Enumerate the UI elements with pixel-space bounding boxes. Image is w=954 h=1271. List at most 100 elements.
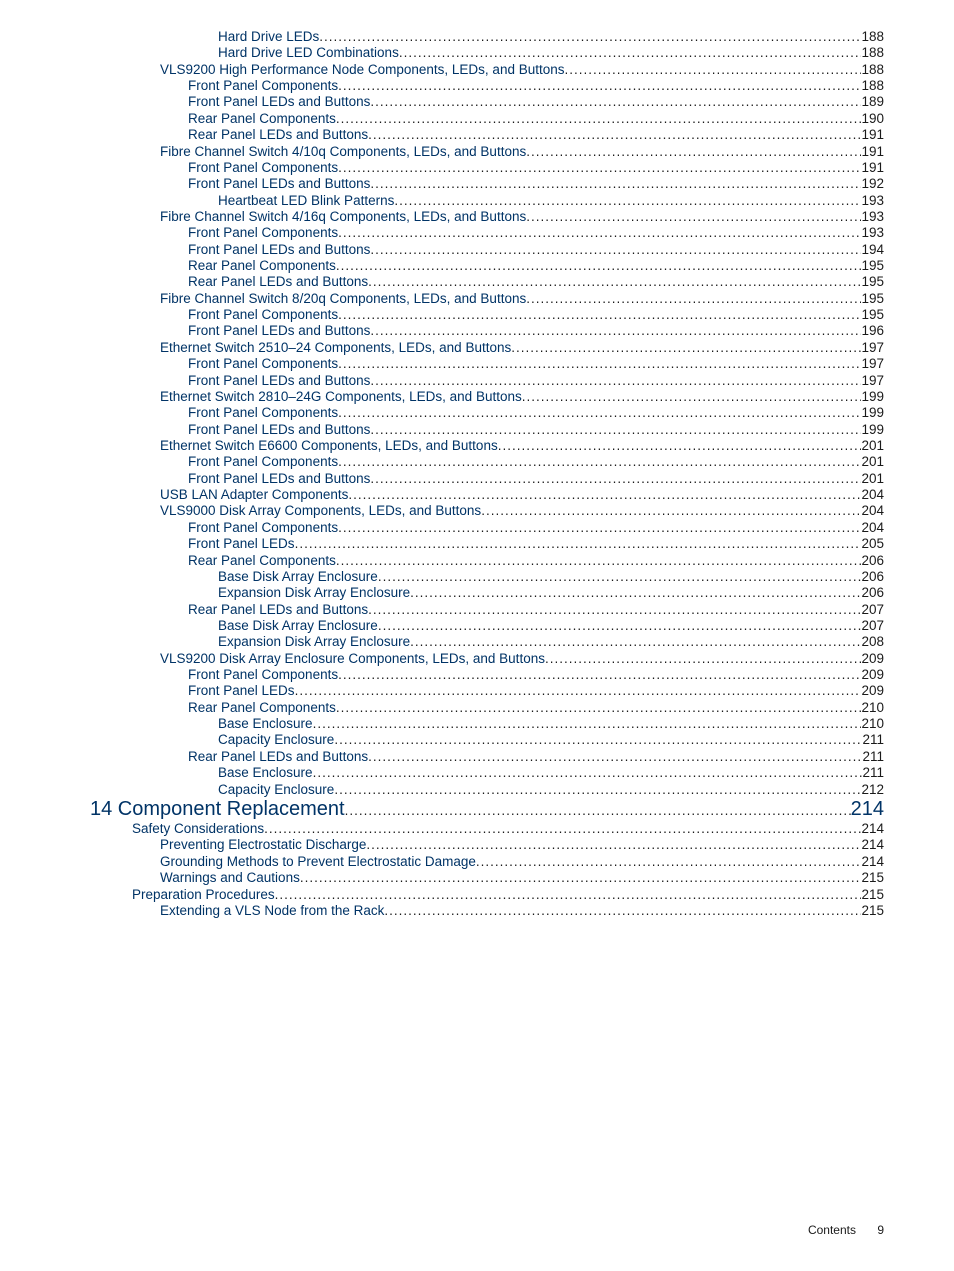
toc-entry-title[interactable]: Rear Panel LEDs and Buttons [188, 275, 368, 289]
toc-entry-page[interactable]: 209 [861, 668, 884, 682]
toc-entry-page[interactable]: 197 [861, 374, 884, 388]
toc-entry-title[interactable]: Base Enclosure [218, 717, 313, 731]
toc-entry-page[interactable]: 206 [861, 586, 884, 600]
toc-entry-page[interactable]: 209 [861, 652, 884, 666]
toc-entry-title[interactable]: Warnings and Cautions [160, 871, 300, 885]
toc-entry-title[interactable]: Preventing Electrostatic Discharge [160, 838, 366, 852]
toc-entry-title[interactable]: Base Disk Array Enclosure [218, 619, 378, 633]
toc-entry-page[interactable]: 204 [861, 488, 884, 502]
toc-entry-title[interactable]: Preparation Procedures [132, 888, 275, 902]
toc-entry-title[interactable]: Front Panel LEDs [188, 537, 295, 551]
toc-entry-page[interactable]: 196 [861, 324, 884, 338]
toc-entry-page[interactable]: 188 [861, 63, 884, 77]
toc-entry-title[interactable]: Front Panel Components [188, 161, 338, 175]
toc-entry-page[interactable]: 194 [861, 243, 884, 257]
toc-entry-page[interactable]: 191 [861, 128, 884, 142]
toc-entry-title[interactable]: Extending a VLS Node from the Rack [160, 904, 384, 918]
toc-entry-title[interactable]: Capacity Enclosure [218, 733, 334, 747]
toc-entry-page[interactable]: 193 [861, 210, 884, 224]
toc-entry-page[interactable]: 201 [861, 455, 884, 469]
toc-entry-title[interactable]: Rear Panel Components [188, 112, 336, 126]
toc-entry-title[interactable]: Fibre Channel Switch 4/16q Components, L… [160, 210, 526, 224]
toc-entry-page[interactable]: 209 [861, 684, 884, 698]
toc-entry-title[interactable]: 14 Component Replacement [90, 799, 345, 820]
toc-entry-title[interactable]: Rear Panel LEDs and Buttons [188, 750, 368, 764]
toc-entry-page[interactable]: 195 [861, 292, 884, 306]
toc-entry-page[interactable]: 188 [861, 46, 884, 60]
toc-entry-page[interactable]: 207 [861, 603, 884, 617]
toc-entry-title[interactable]: Expansion Disk Array Enclosure [218, 635, 410, 649]
toc-entry-page[interactable]: 214 [861, 838, 884, 852]
toc-entry-page[interactable]: 204 [861, 504, 884, 518]
toc-entry-title[interactable]: Fibre Channel Switch 4/10q Components, L… [160, 145, 526, 159]
toc-entry-title[interactable]: Hard Drive LEDs [218, 30, 319, 44]
toc-entry-page[interactable]: 199 [861, 390, 884, 404]
toc-entry-page[interactable]: 199 [861, 423, 884, 437]
toc-entry-page[interactable]: 191 [861, 145, 884, 159]
toc-entry-title[interactable]: USB LAN Adapter Components [160, 488, 348, 502]
toc-entry-title[interactable]: VLS9200 High Performance Node Components… [160, 63, 565, 77]
toc-entry-page[interactable]: 191 [861, 161, 884, 175]
toc-entry-page[interactable]: 211 [862, 766, 884, 780]
toc-entry-page[interactable]: 207 [861, 619, 884, 633]
toc-entry-page[interactable]: 208 [861, 635, 884, 649]
toc-entry-page[interactable]: 206 [861, 570, 884, 584]
toc-entry-title[interactable]: Hard Drive LED Combinations [218, 46, 399, 60]
toc-entry-page[interactable]: 211 [862, 733, 884, 747]
toc-entry-page[interactable]: 210 [861, 717, 884, 731]
toc-entry-title[interactable]: Rear Panel Components [188, 701, 336, 715]
toc-entry-title[interactable]: Front Panel Components [188, 79, 338, 93]
toc-entry-page[interactable]: 205 [861, 537, 884, 551]
toc-entry-page[interactable]: 215 [861, 871, 884, 885]
toc-entry-page[interactable]: 190 [861, 112, 884, 126]
toc-entry-title[interactable]: Grounding Methods to Prevent Electrostat… [160, 855, 476, 869]
toc-entry-page[interactable]: 214 [861, 855, 884, 869]
toc-entry-title[interactable]: Front Panel LEDs and Buttons [188, 324, 370, 338]
toc-entry-page[interactable]: 204 [861, 521, 884, 535]
toc-entry-title[interactable]: Rear Panel LEDs and Buttons [188, 128, 368, 142]
toc-entry-title[interactable]: Front Panel LEDs and Buttons [188, 243, 370, 257]
toc-entry-page[interactable]: 201 [861, 439, 884, 453]
toc-entry-title[interactable]: Rear Panel Components [188, 259, 336, 273]
toc-entry-title[interactable]: Front Panel LEDs and Buttons [188, 423, 370, 437]
toc-entry-title[interactable]: Front Panel Components [188, 308, 338, 322]
toc-entry-page[interactable]: 201 [861, 472, 884, 486]
toc-entry-title[interactable]: Heartbeat LED Blink Patterns [218, 194, 394, 208]
toc-entry-title[interactable]: Base Enclosure [218, 766, 313, 780]
toc-entry-page[interactable]: 214 [861, 822, 884, 836]
toc-entry-title[interactable]: Ethernet Switch E6600 Components, LEDs, … [160, 439, 498, 453]
toc-entry-page[interactable]: 206 [861, 554, 884, 568]
toc-entry-page[interactable]: 189 [861, 95, 884, 109]
toc-entry-page[interactable]: 212 [861, 783, 884, 797]
toc-entry-title[interactable]: Front Panel LEDs [188, 684, 295, 698]
toc-entry-page[interactable]: 197 [861, 341, 884, 355]
toc-entry-title[interactable]: Ethernet Switch 2810–24G Components, LED… [160, 390, 522, 404]
toc-entry-page[interactable]: 188 [861, 30, 884, 44]
toc-entry-page[interactable]: 188 [861, 79, 884, 93]
toc-entry-title[interactable]: Front Panel Components [188, 406, 338, 420]
toc-entry-page[interactable]: 193 [861, 194, 884, 208]
toc-entry-title[interactable]: Safety Considerations [132, 822, 264, 836]
toc-entry-page[interactable]: 195 [861, 308, 884, 322]
toc-entry-title[interactable]: Rear Panel LEDs and Buttons [188, 603, 368, 617]
toc-entry-page[interactable]: 211 [862, 750, 884, 764]
toc-entry-page[interactable]: 215 [861, 904, 884, 918]
toc-entry-title[interactable]: Ethernet Switch 2510–24 Components, LEDs… [160, 341, 511, 355]
toc-entry-title[interactable]: Front Panel Components [188, 357, 338, 371]
toc-entry-title[interactable]: Front Panel LEDs and Buttons [188, 472, 370, 486]
toc-entry-page[interactable]: 195 [861, 259, 884, 273]
toc-entry-title[interactable]: Front Panel LEDs and Buttons [188, 374, 370, 388]
toc-entry-page[interactable]: 192 [861, 177, 884, 191]
toc-entry-title[interactable]: Front Panel Components [188, 521, 338, 535]
toc-entry-page[interactable]: 210 [861, 701, 884, 715]
toc-entry-title[interactable]: Front Panel Components [188, 226, 338, 240]
toc-entry-title[interactable]: VLS9000 Disk Array Components, LEDs, and… [160, 504, 481, 518]
toc-entry-title[interactable]: Front Panel LEDs and Buttons [188, 95, 370, 109]
toc-entry-page[interactable]: 193 [861, 226, 884, 240]
toc-entry-title[interactable]: Base Disk Array Enclosure [218, 570, 378, 584]
toc-entry-page[interactable]: 215 [861, 888, 884, 902]
toc-entry-page[interactable]: 214 [851, 799, 884, 820]
toc-entry-page[interactable]: 195 [861, 275, 884, 289]
toc-entry-title[interactable]: Front Panel Components [188, 668, 338, 682]
toc-entry-title[interactable]: Front Panel LEDs and Buttons [188, 177, 370, 191]
